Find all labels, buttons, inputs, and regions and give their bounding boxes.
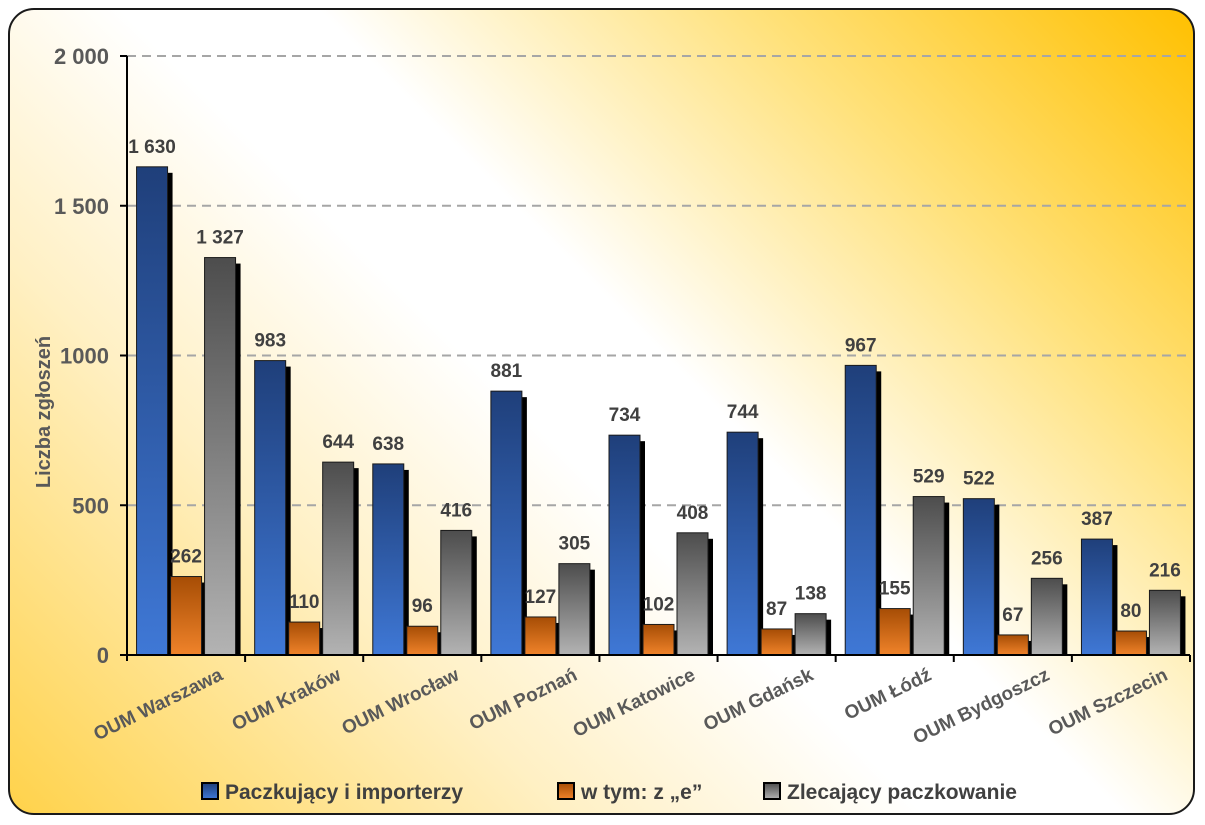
data-label: 110	[289, 592, 320, 613]
data-label: 522	[963, 469, 995, 490]
data-label: 87	[766, 599, 787, 620]
data-label: 408	[677, 503, 709, 524]
data-label: 881	[491, 361, 523, 382]
data-label: 256	[1031, 548, 1063, 569]
data-label: 67	[1002, 605, 1023, 626]
y-tick-label: 1000	[60, 344, 109, 369]
legend-label: Zlecający paczkowanie	[787, 781, 1017, 804]
legend: Paczkujący i importerzy w tym: z „e” Zleca…	[201, 781, 1017, 804]
bar-1	[170, 576, 203, 656]
legend-label: Paczkujący i importerzy	[225, 781, 463, 804]
bar-2	[1030, 577, 1063, 656]
data-label: 96	[412, 596, 433, 617]
bar-1	[1114, 630, 1147, 656]
y-tick-label: 2 000	[54, 44, 109, 69]
data-label: 967	[845, 335, 877, 356]
bar-2	[1148, 589, 1181, 656]
data-label: 1 630	[128, 137, 176, 158]
legend-label: w tym: z „e”	[580, 781, 702, 804]
x-category-label: OUM Kraków	[229, 665, 345, 736]
chart-frame: 0 500 1000 1 500 2 000 1 630 262 1 327 OUM Wars…	[8, 8, 1195, 815]
bar-0	[608, 434, 641, 656]
data-label: 155	[879, 579, 911, 600]
data-label: 80	[1120, 601, 1141, 622]
bar-2	[204, 257, 237, 656]
bar-1	[406, 625, 439, 656]
x-category-label: OUM Wrocław	[339, 665, 463, 740]
legend-swatch	[557, 782, 575, 800]
data-label: 102	[643, 594, 675, 615]
bar-0	[372, 463, 405, 656]
data-label: 127	[525, 587, 557, 608]
bar-2	[912, 496, 945, 656]
data-label: 644	[322, 432, 354, 453]
bar-0	[844, 364, 877, 656]
data-label: 262	[170, 547, 202, 568]
y-tick-label: 500	[72, 493, 109, 518]
x-category-label: OUM Poznań	[466, 665, 581, 735]
bar-1	[642, 623, 675, 656]
data-label: 638	[372, 434, 404, 455]
data-label: 1 327	[196, 228, 244, 249]
bar-0	[1080, 538, 1113, 656]
bar-1	[996, 634, 1029, 656]
x-category-label: OUM Łódź	[841, 665, 935, 725]
bar-1	[288, 621, 321, 656]
legend-swatch	[201, 782, 219, 800]
data-label: 983	[254, 331, 286, 352]
x-category-label: OUM Gdańsk	[700, 664, 817, 735]
bar-chart: 0 500 1000 1 500 2 000 1 630 262 1 327 OUM Wars…	[33, 44, 1191, 804]
bar-0	[490, 390, 523, 656]
x-category-label: OUM Katowice	[570, 665, 699, 742]
data-label: 416	[440, 500, 472, 521]
legend-swatch	[763, 782, 781, 800]
y-tick-label: 1 500	[54, 194, 109, 219]
bar-0	[254, 360, 287, 656]
bar-0	[136, 166, 169, 656]
bar-0	[962, 498, 995, 656]
data-label: 744	[727, 402, 759, 423]
bar-1	[878, 608, 911, 656]
bar-2	[440, 529, 473, 656]
x-category-label: OUM Warszawa	[91, 664, 227, 745]
bar-1	[524, 616, 557, 656]
x-category-label: OUM Szczecin	[1045, 665, 1171, 741]
data-label: 387	[1081, 509, 1113, 530]
bar-2	[558, 563, 591, 656]
y-axis-title: Liczba zgłoszeń	[33, 336, 55, 488]
bar-1	[760, 628, 793, 656]
y-tick-label: 0	[97, 643, 109, 668]
data-label: 529	[913, 467, 945, 488]
data-label: 305	[559, 534, 591, 555]
data-label: 734	[609, 405, 641, 426]
bar-2	[676, 532, 709, 656]
data-label: 138	[795, 584, 827, 605]
bar-0	[726, 431, 759, 656]
bar-2	[322, 461, 355, 656]
bar-2	[794, 613, 827, 656]
data-label: 216	[1149, 560, 1181, 581]
